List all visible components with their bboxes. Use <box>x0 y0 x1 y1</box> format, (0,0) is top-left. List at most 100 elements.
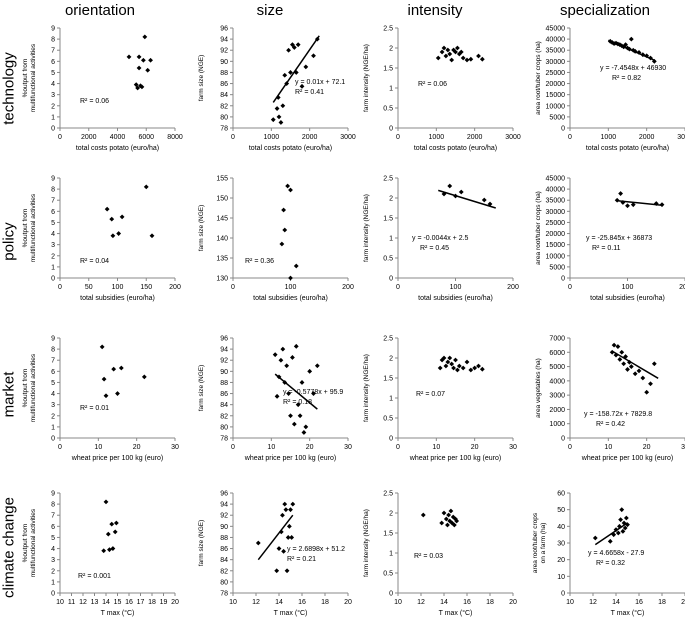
data-point <box>303 64 309 70</box>
x-tick-label: 0 <box>58 284 62 291</box>
x-tick-label: 30 <box>509 444 517 451</box>
x-tick-label: 18 <box>486 599 494 606</box>
y-tick-label: 10000 <box>546 253 566 260</box>
x-tick-label: 0 <box>231 134 235 141</box>
y-tick-label: 0 <box>389 591 393 598</box>
data-point <box>648 381 653 387</box>
y-axis-label-line: farm intensity (NGE/ha) <box>363 354 370 422</box>
y-tick-label: 8 <box>51 502 55 509</box>
y-axis-label: %output frommultifunctional activities <box>22 353 37 422</box>
data-point <box>622 525 628 531</box>
y-tick-label: 155 <box>216 176 228 183</box>
data-point <box>103 499 109 505</box>
y-tick-label: 82 <box>220 413 228 420</box>
y-tick-label: 150 <box>216 196 228 203</box>
y-tick-label: 0.5 <box>383 416 393 423</box>
data-point <box>101 376 107 382</box>
data-point <box>446 512 451 518</box>
data-point <box>145 67 151 73</box>
data-point <box>138 83 143 89</box>
data-point <box>280 512 285 518</box>
chart-panel: 0 5000 10000 15000 20000 25000 30000 35000 40000… <box>535 176 685 302</box>
y-tick-label: 1 <box>389 86 393 93</box>
x-tick-label: 20 <box>643 444 651 451</box>
chart-panel: 0 0.5 1 1.5 2 2.5 0 100 200 total subsidies (euro… <box>363 176 519 303</box>
y-tick-label: 2 <box>51 413 55 420</box>
y-tick-label: 7 <box>51 198 55 205</box>
data-point <box>278 357 284 363</box>
data-point <box>104 206 110 212</box>
y-tick-label: 10 <box>557 574 565 581</box>
data-point <box>455 367 460 373</box>
annotation: y = 2.6898x + 51.2 <box>287 546 345 553</box>
data-point <box>458 49 464 55</box>
x-tick-label: 16 <box>463 599 471 606</box>
data-point <box>295 42 301 48</box>
x-axis-label: total subsidies (euro/ha) <box>253 295 328 302</box>
x-tick-label: 14 <box>275 599 283 606</box>
y-tick-label: 40 <box>557 524 565 531</box>
y-tick-label: 9 <box>51 26 55 33</box>
x-tick-label: 0 <box>568 444 572 451</box>
data-point <box>286 47 291 53</box>
data-point <box>290 355 295 360</box>
data-point <box>451 522 457 528</box>
annotation: R² = 0.32 <box>596 560 625 567</box>
y-tick-label: 2 <box>389 356 393 363</box>
data-point <box>107 547 112 553</box>
y-tick-label: 2 <box>389 46 393 53</box>
x-axis-label: total costs potato (euro/ha) <box>76 145 159 152</box>
data-point <box>105 531 111 537</box>
y-axis-label-line: %output from <box>22 524 29 563</box>
x-tick-label: 20 <box>171 599 179 606</box>
y-tick-label: 94 <box>220 37 228 44</box>
trend-line <box>608 39 655 61</box>
data-point <box>441 191 447 197</box>
y-tick-label: 4000 <box>549 378 565 385</box>
x-tick-label: 200 <box>507 284 519 291</box>
x-axis-label: wheat price per 100 kg (euro) <box>409 455 501 462</box>
data-point <box>109 521 115 527</box>
y-tick-label: 8 <box>51 187 55 194</box>
y-axis-label-line: multifunctional activities <box>30 193 37 262</box>
data-point <box>283 507 289 513</box>
data-point <box>140 57 146 63</box>
y-tick-label: 3 <box>51 557 55 564</box>
data-point <box>640 375 646 381</box>
trend-line <box>438 189 496 209</box>
data-point <box>453 516 458 522</box>
x-tick-label: 18 <box>321 599 329 606</box>
y-tick-label: 45000 <box>546 176 566 183</box>
x-tick-label: 1000 <box>429 134 445 141</box>
y-tick-label: 80 <box>220 424 228 431</box>
data-point <box>110 233 116 239</box>
chart-panel: 0 0.5 1 1.5 2 2.5 0 1000 2000 3000 total costs pot… <box>363 26 521 153</box>
y-tick-label: 20 <box>557 557 565 564</box>
y-axis-label-line: %output from <box>22 369 29 408</box>
y-tick-label: 1000 <box>549 421 565 428</box>
x-tick-label: 0 <box>231 444 235 451</box>
y-axis-label: farm intensity (NGE/ha) <box>363 354 370 422</box>
y-tick-label: 35000 <box>546 48 566 55</box>
data-point <box>447 51 453 57</box>
data-point <box>288 70 293 75</box>
y-tick-label: 0 <box>561 436 565 443</box>
y-tick-label: 0.5 <box>383 106 393 113</box>
column-title-specialization: specialization <box>559 2 651 19</box>
y-tick-label: 90 <box>220 524 228 531</box>
data-point <box>439 49 445 55</box>
data-point <box>297 413 303 419</box>
x-axis-label: T max (°C) <box>439 609 473 617</box>
x-tick-label: 20 <box>471 444 479 451</box>
x-tick-label: 10 <box>566 599 574 606</box>
annotation: R² = 0.82 <box>612 75 641 82</box>
y-tick-label: 1.5 <box>383 216 393 223</box>
x-tick-label: 200 <box>342 284 354 291</box>
data-point <box>282 501 288 507</box>
y-tick-label: 0 <box>389 436 393 443</box>
data-point <box>281 548 286 554</box>
y-tick-label: 5000 <box>549 364 565 371</box>
x-axis-label: total subsidies (euro/ha) <box>80 295 155 302</box>
x-tick-label: 100 <box>450 284 462 291</box>
x-axis-label: total costs potato (euro/ha) <box>586 145 669 152</box>
